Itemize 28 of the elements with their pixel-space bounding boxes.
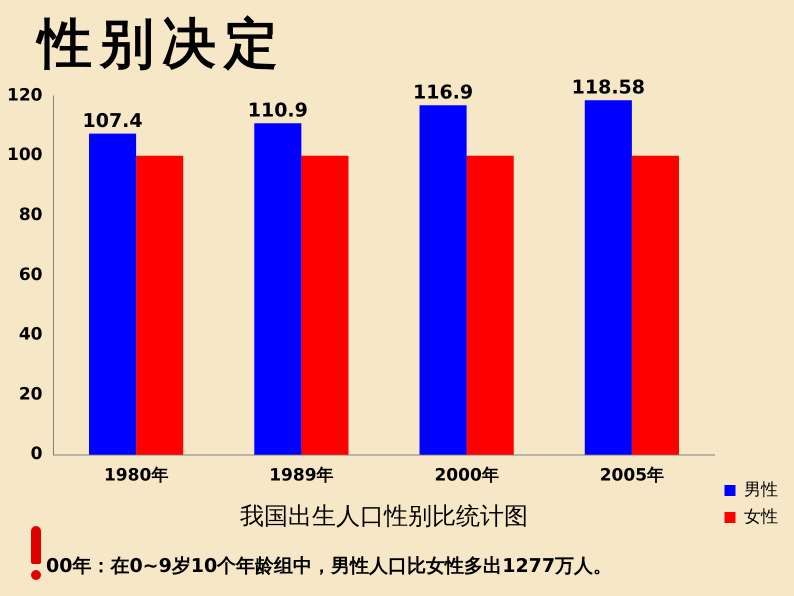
bar [89,134,136,455]
data-label: 118.58 [572,76,645,99]
x-tick-label: 2005年 [600,465,664,486]
data-label: 107.4 [82,110,143,132]
y-tick-label: 60 [18,264,43,285]
bar [632,156,679,455]
x-tick-label: 1989年 [269,465,334,486]
bar [584,100,632,455]
legend-label: 女性 [744,506,778,527]
y-tick-label: 0 [30,444,43,464]
x-axis-title: 我国出生人口性别比统计图 [240,502,528,530]
x-tick-label: 1980年 [104,465,168,486]
y-tick-label: 20 [18,384,43,404]
bar [420,105,467,455]
bar [254,123,302,455]
y-tick-label: 120 [6,85,43,106]
y-tick-label: 80 [18,205,43,226]
legend-label: 男性 [744,480,778,500]
bar [466,156,514,455]
x-tick-label: 2000年 [434,465,499,486]
bar [136,156,184,455]
text: 00年：在0~9岁10个年龄组中，男性人口比女性多出1277万人。 [46,554,612,579]
y-tick-label: 40 [18,324,43,345]
data-label: 116.9 [413,82,474,104]
chart-title: 性别决定 [38,11,286,77]
y-tick-label: 100 [6,145,43,166]
data-label: 110.9 [248,100,308,122]
bar [301,156,348,455]
